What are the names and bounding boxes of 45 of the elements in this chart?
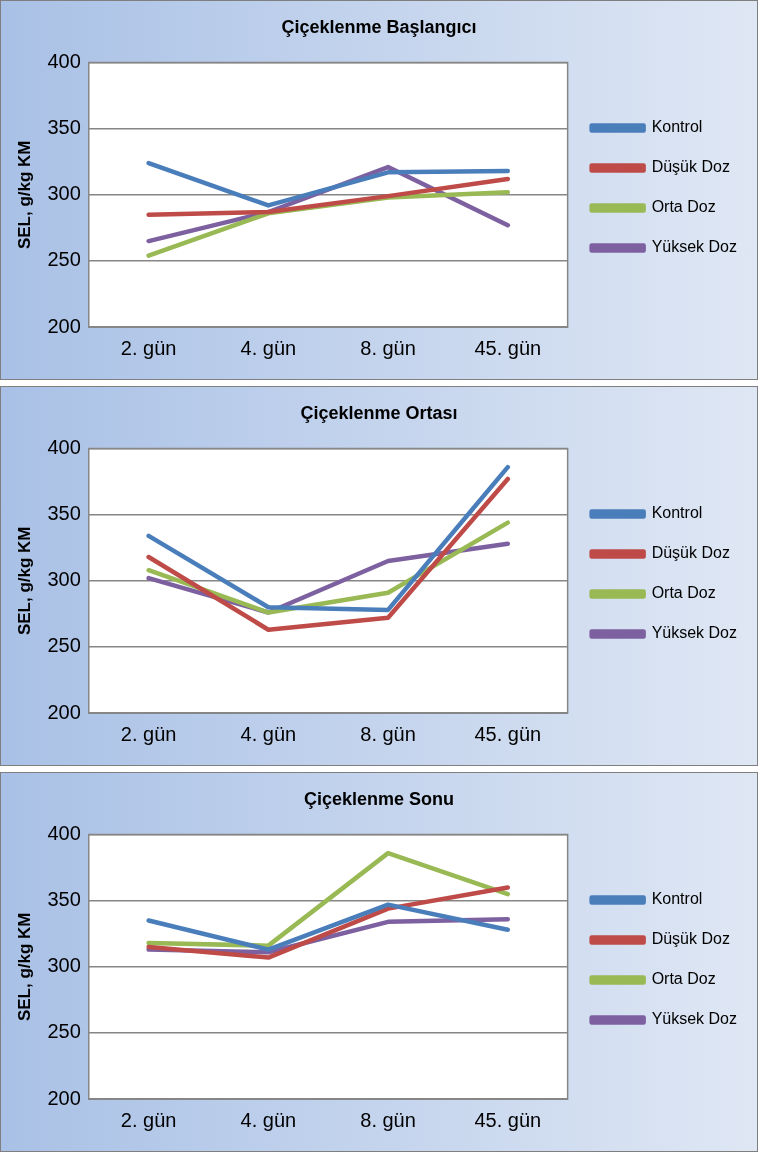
y-axis-title: SEL, g/kg KM [14, 912, 34, 1022]
legend-label: Düşük Doz [651, 158, 730, 176]
legend-label: Orta Doz [651, 584, 716, 602]
y-tick-label: 300 [47, 568, 81, 591]
legend-label: Yüksek Doz [651, 1010, 738, 1028]
y-tick-label: 250 [47, 634, 81, 657]
x-tick-label: 2. gün [120, 1108, 177, 1131]
y-tick-label: 400 [47, 822, 81, 845]
x-tick-label: 45. gün [474, 336, 542, 359]
legend-label: Yüksek Doz [651, 238, 738, 256]
legend-label: Kontrol [651, 890, 703, 908]
x-tick-label: 45. gün [474, 1108, 542, 1131]
x-tick-label: 45. gün [474, 722, 542, 745]
legend-label: Düşük Doz [651, 544, 730, 562]
legend-label: Yüksek Doz [651, 624, 738, 642]
y-axis-title: SEL, g/kg KM [14, 140, 34, 250]
y-tick-label: 300 [47, 182, 81, 205]
legend-label: Orta Doz [651, 970, 716, 988]
y-tick-label: 200 [47, 1086, 81, 1109]
x-tick-label: 2. gün [120, 722, 177, 745]
x-tick-label: 4. gün [240, 722, 297, 745]
y-axis-title: SEL, g/kg KM [14, 526, 34, 636]
legend-label: Kontrol [651, 118, 703, 136]
y-tick-label: 400 [47, 436, 81, 459]
x-tick-label: 8. gün [360, 336, 416, 359]
chart-title: Çiçeklenme Ortası [300, 402, 458, 423]
y-tick-label: 250 [47, 248, 81, 271]
y-tick-label: 200 [47, 700, 81, 723]
x-tick-label: 8. gün [360, 1108, 416, 1131]
legend-label: Düşük Doz [651, 930, 730, 948]
y-tick-label: 300 [47, 954, 81, 977]
x-tick-label: 4. gün [240, 336, 297, 359]
y-tick-label: 350 [47, 502, 81, 525]
chart-title: Çiçeklenme Sonu [303, 788, 455, 809]
chart-title: Çiçeklenme Başlangıcı [281, 16, 477, 37]
y-tick-label: 250 [47, 1020, 81, 1043]
y-tick-label: 400 [47, 50, 81, 73]
x-tick-label: 8. gün [360, 722, 416, 745]
x-tick-label: 2. gün [120, 336, 177, 359]
legend-label: Orta Doz [651, 198, 716, 216]
legend-label: Kontrol [651, 504, 703, 522]
y-tick-label: 350 [47, 888, 81, 911]
y-tick-label: 200 [47, 314, 81, 337]
x-tick-label: 4. gün [240, 1108, 297, 1131]
y-tick-label: 350 [47, 116, 81, 139]
